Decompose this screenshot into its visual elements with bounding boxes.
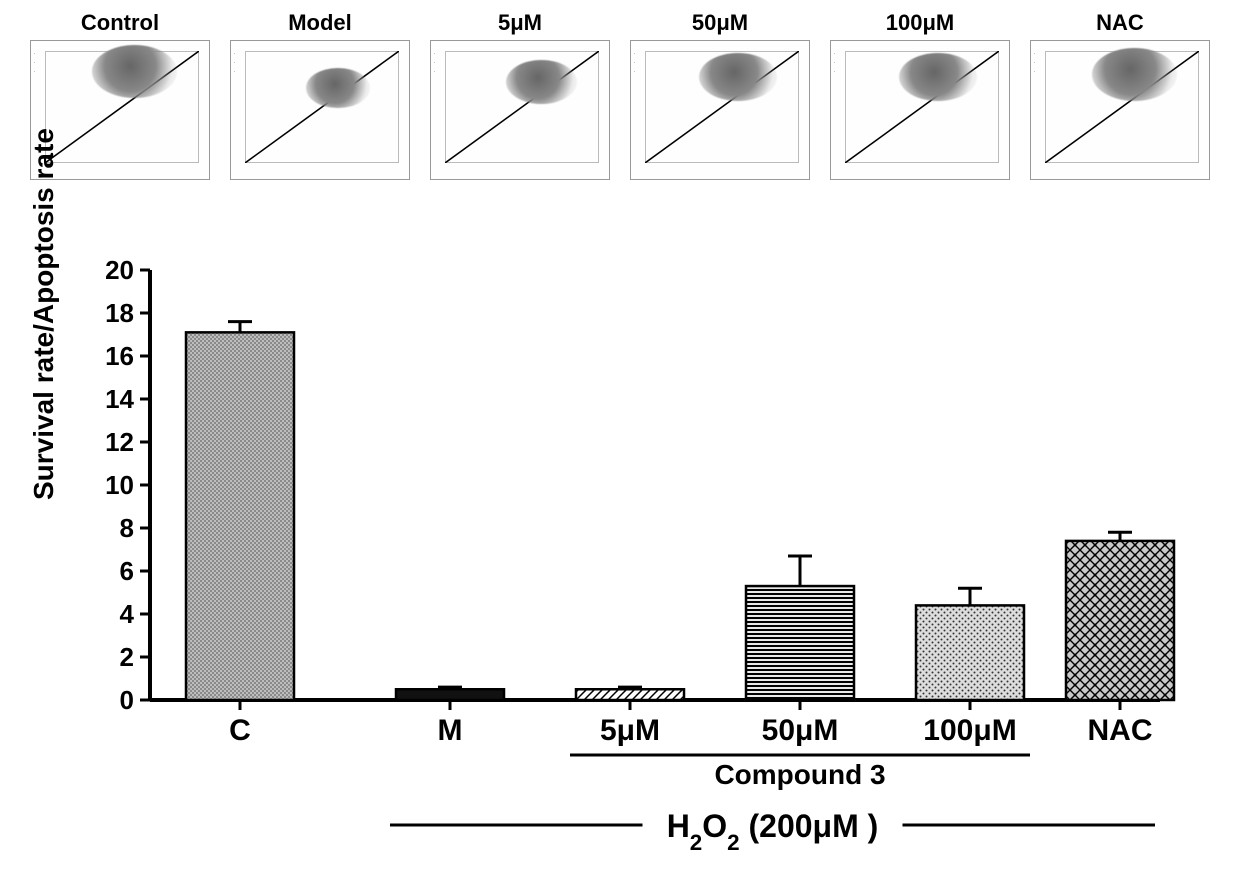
svg-text:4: 4 [120, 599, 135, 629]
scatter-panel-row: Control···Model···5μM···50μM···100μM···N… [10, 10, 1230, 190]
y-axis-label: Survival rate/Apoptosis rate [28, 128, 60, 500]
bar-label: C [229, 714, 251, 747]
svg-text:Compound 3: Compound 3 [714, 759, 885, 790]
scatter-plot-box: ··· [830, 40, 1010, 180]
bar [746, 586, 854, 700]
svg-text:14: 14 [105, 384, 134, 414]
bar [916, 605, 1024, 700]
scatter-panel-title: 5μM [430, 10, 610, 36]
scatter-plot-box: ··· [1030, 40, 1210, 180]
bar-label: 5μM [600, 714, 660, 747]
bar-label: 50μM [762, 714, 839, 747]
bar [1066, 541, 1174, 700]
bar-label: NAC [1088, 714, 1153, 747]
svg-text:0: 0 [120, 685, 134, 715]
bar-label: M [438, 714, 463, 747]
scatter-panel-4: 100μM ··· [830, 10, 1010, 180]
bar [396, 689, 504, 700]
svg-text:8: 8 [120, 513, 134, 543]
scatter-panel-3: 50μM ··· [630, 10, 810, 180]
svg-text:16: 16 [105, 341, 134, 371]
scatter-plot-box: ··· [230, 40, 410, 180]
scatter-panel-title: Model [230, 10, 410, 36]
scatter-plot-box: ··· [430, 40, 610, 180]
bar-label: 100μM [923, 714, 1016, 747]
scatter-panel-title: Control [30, 10, 210, 36]
bar [186, 332, 294, 700]
svg-text:12: 12 [105, 427, 134, 457]
svg-text:10: 10 [105, 470, 134, 500]
bar-chart: Survival rate/Apoptosis rate 02468101214… [40, 260, 1190, 880]
treatment-label: H2O2 (200μM ) [667, 808, 879, 855]
svg-text:6: 6 [120, 556, 134, 586]
scatter-panel-title: 100μM [830, 10, 1010, 36]
scatter-plot-box: ··· [630, 40, 810, 180]
svg-text:20: 20 [105, 260, 134, 285]
scatter-panel-title: 50μM [630, 10, 810, 36]
scatter-panel-5: NAC ··· [1030, 10, 1210, 180]
bar [576, 689, 684, 700]
svg-text:18: 18 [105, 298, 134, 328]
scatter-panel-1: Model ··· [230, 10, 410, 180]
scatter-panel-title: NAC [1030, 10, 1210, 36]
bar-chart-svg: 0 2 4 6 8 10 12 14 16 18 20 C M 5μM 50μM 100μM NAC Compou… [40, 260, 1190, 860]
figure-root: Control···Model···5μM···50μM···100μM···N… [10, 10, 1230, 880]
scatter-panel-2: 5μM ··· [430, 10, 610, 180]
svg-text:2: 2 [120, 642, 134, 672]
